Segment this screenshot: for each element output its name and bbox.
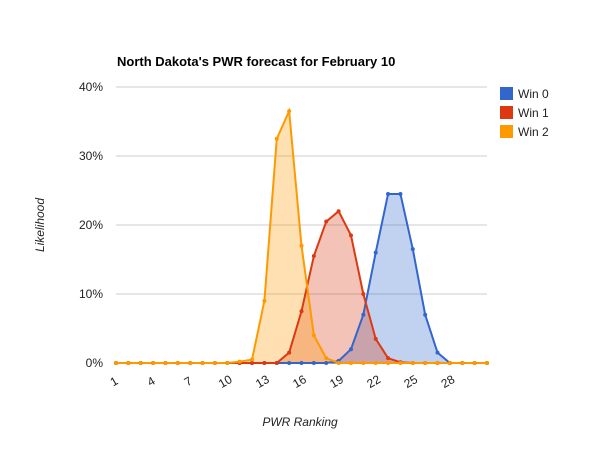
data-point	[410, 247, 415, 252]
data-point	[114, 361, 118, 365]
data-point	[398, 361, 403, 365]
data-point	[311, 333, 316, 338]
y-tick-label: 30%	[79, 149, 103, 163]
data-point	[274, 136, 279, 141]
data-point	[299, 361, 304, 365]
data-point	[348, 361, 353, 365]
data-point	[151, 361, 156, 365]
data-point	[373, 250, 378, 255]
data-point	[225, 361, 230, 365]
data-point	[460, 361, 465, 365]
chart-title: North Dakota's PWR forecast for February…	[117, 54, 395, 69]
data-point	[212, 361, 217, 365]
data-point	[126, 361, 131, 365]
data-point	[287, 361, 292, 365]
data-point	[348, 233, 353, 238]
data-point	[299, 309, 304, 314]
x-tick-label: 25	[402, 372, 421, 391]
x-axis-title: PWR Ranking	[262, 415, 338, 429]
y-tick-label: 0%	[86, 356, 104, 370]
x-tick-label: 19	[327, 372, 346, 391]
data-point	[386, 191, 391, 196]
data-point	[361, 292, 366, 296]
data-point	[348, 347, 353, 352]
data-point	[410, 361, 415, 365]
data-point	[311, 361, 316, 365]
data-point	[423, 361, 428, 365]
legend-swatch	[500, 125, 513, 138]
data-point	[361, 361, 366, 365]
y-axis-ticks: 0% 10% 20% 30% 40%	[79, 80, 103, 370]
y-axis-title: Likelihood	[33, 198, 47, 252]
data-point	[188, 361, 193, 365]
legend-label: Win 2	[518, 125, 549, 139]
series-points	[114, 109, 489, 365]
x-tick-label: 1	[108, 374, 121, 390]
data-point	[250, 357, 255, 362]
data-point	[324, 219, 329, 224]
data-point	[435, 350, 440, 355]
y-tick-label: 40%	[79, 80, 103, 94]
y-tick-label: 10%	[79, 287, 103, 301]
data-point	[386, 361, 391, 365]
y-tick-label: 20%	[79, 218, 103, 232]
data-point	[274, 361, 279, 365]
data-point	[237, 359, 242, 364]
data-point	[435, 361, 440, 365]
x-tick-label: 13	[253, 372, 272, 391]
data-point	[386, 356, 391, 361]
x-tick-label: 4	[145, 374, 158, 390]
data-point	[373, 336, 378, 341]
data-point	[287, 350, 292, 355]
x-tick-label: 7	[182, 374, 195, 390]
data-point	[336, 361, 341, 365]
data-point	[398, 191, 403, 196]
x-axis-ticks: 1 4 7 10 13 16 19 22 25 28	[108, 372, 458, 391]
data-point	[262, 298, 267, 303]
data-point	[361, 312, 366, 317]
data-point	[163, 361, 168, 365]
x-tick-label: 16	[290, 372, 309, 391]
data-point	[250, 361, 255, 365]
data-point	[447, 361, 452, 365]
area-win-1	[116, 211, 487, 363]
area-win-0	[116, 193, 487, 363]
data-point	[262, 361, 267, 365]
data-point	[324, 356, 329, 361]
data-point	[287, 109, 292, 114]
legend: Win 0 Win 1 Win 2	[500, 87, 549, 139]
data-point	[373, 361, 378, 365]
x-tick-label: 22	[364, 372, 383, 391]
legend-label: Win 1	[518, 106, 549, 120]
data-point	[299, 243, 304, 248]
data-point	[138, 361, 143, 365]
x-tick-label: 28	[439, 372, 458, 391]
data-point	[311, 254, 316, 259]
legend-label: Win 0	[518, 87, 549, 101]
data-point	[472, 361, 477, 365]
data-point	[175, 361, 180, 365]
legend-swatch	[500, 87, 513, 100]
data-point	[336, 209, 341, 214]
data-point	[423, 312, 428, 317]
data-point	[485, 361, 489, 365]
data-point	[324, 361, 329, 365]
legend-swatch	[500, 106, 513, 119]
x-tick-label: 10	[216, 372, 235, 391]
data-point	[200, 361, 205, 365]
